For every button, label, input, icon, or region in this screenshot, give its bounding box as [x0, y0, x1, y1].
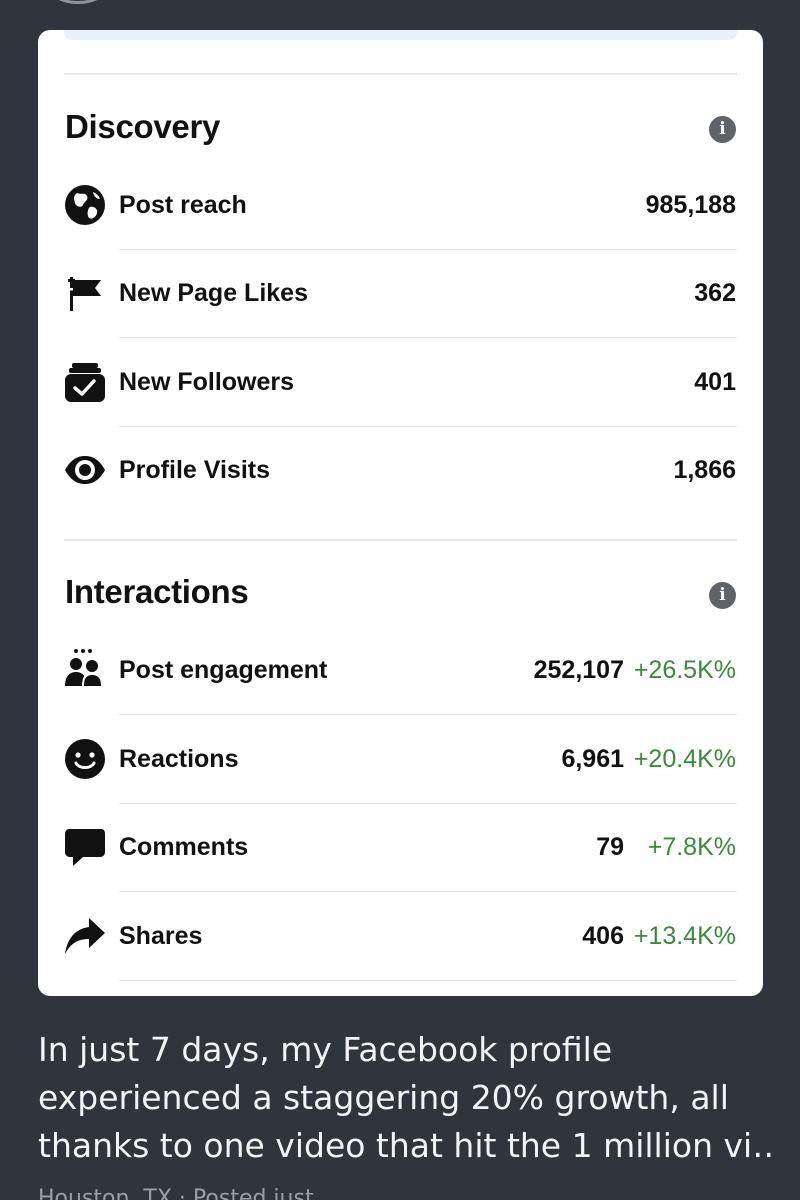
eye-icon [63, 448, 107, 492]
caption-line: experienced a staggering 20% growth, all [38, 1078, 729, 1117]
metric-row-comments[interactable]: Comments 79 +7.8K% [38, 803, 763, 892]
metric-row-reactions[interactable]: Reactions 6,961 +20.4K% [38, 715, 763, 804]
metric-delta: +13.4K% [633, 922, 736, 950]
globe-icon [63, 183, 107, 227]
share-arrow-icon [63, 914, 107, 958]
metric-value: 252,107 [533, 656, 624, 684]
metric-row-post-engagement[interactable]: Post engagement 252,107 +26.5K% [38, 626, 763, 715]
post-caption[interactable]: In just 7 days, my Facebook profile expe… [38, 1026, 778, 1170]
follow-box-icon [63, 360, 107, 404]
avatar[interactable] [48, 0, 108, 4]
flag-icon [63, 271, 107, 315]
info-icon[interactable]: i [709, 116, 736, 143]
metric-label: Comments [119, 833, 249, 861]
metric-value: 79 [596, 833, 624, 861]
metric-value: 985,188 [645, 191, 736, 219]
metric-delta: +7.8K% [647, 833, 736, 861]
section-title-interactions: Interactions [65, 573, 249, 610]
metric-value: 401 [694, 368, 736, 396]
metric-label: Profile Visits [119, 456, 270, 484]
metric-row-post-reach[interactable]: Post reach 985,188 [38, 161, 763, 250]
metric-delta: +20.4K% [633, 745, 736, 773]
metric-delta: +26.5K% [633, 656, 736, 684]
metric-value: 1,866 [673, 456, 736, 484]
divider [64, 539, 737, 541]
metric-value: 406 [582, 922, 624, 950]
section-title-discovery: Discovery [65, 108, 221, 145]
comment-bubble-icon [63, 825, 107, 869]
metric-label: Post reach [119, 191, 247, 219]
metric-label: New Page Likes [119, 279, 308, 307]
top-strip [64, 30, 737, 40]
metric-row-profile-visits[interactable]: Profile Visits 1,866 [38, 426, 763, 514]
caption-line: In just 7 days, my Facebook profile [38, 1030, 613, 1069]
metric-label: Shares [119, 922, 203, 950]
insights-card: Discovery i Post reach 985,188 New Pag [38, 30, 763, 996]
metric-row-shares[interactable]: Shares 406 +13.4K% [38, 892, 763, 981]
people-icon [63, 648, 107, 692]
metric-row-new-followers[interactable]: New Followers 401 [38, 338, 763, 427]
metric-value: 6,961 [561, 745, 624, 773]
caption-line: thanks to one video that hit the 1 milli… [38, 1126, 778, 1165]
info-icon[interactable]: i [709, 582, 736, 609]
metric-label: Reactions [119, 745, 239, 773]
divider [64, 73, 737, 75]
metric-label: New Followers [119, 368, 295, 396]
location-text: Houston, TX · Posted just [38, 1186, 314, 1200]
metric-label: Post engagement [119, 656, 328, 684]
smiley-icon [63, 737, 107, 781]
metric-value: 362 [694, 279, 736, 307]
metric-row-new-page-likes[interactable]: New Page Likes 362 [38, 249, 763, 338]
